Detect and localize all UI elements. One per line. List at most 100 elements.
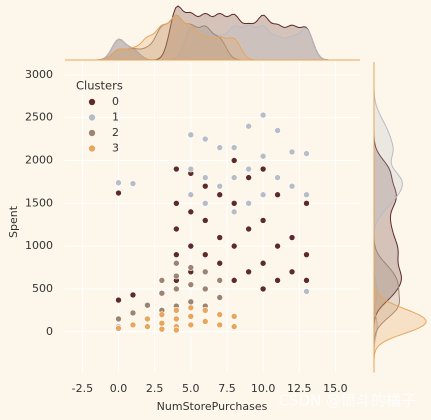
point [274,174,281,181]
x-tick-label: 12.5 [287,382,312,395]
point [158,325,166,333]
point [245,174,252,181]
point [245,225,252,233]
point [216,277,224,284]
point [115,325,122,332]
marginal-kde-y [373,62,403,372]
point [201,285,209,293]
point [303,191,310,199]
legend-label: 3 [112,142,119,155]
point [288,234,296,241]
point [230,313,238,320]
point [274,242,281,250]
marginal-kde-y [373,62,427,373]
y-tick-label: 3000 [25,68,53,81]
point [245,199,252,207]
legend-marker [88,144,96,153]
point [216,234,224,241]
point [187,242,195,250]
point [201,318,209,325]
point [129,291,137,299]
point [201,199,209,207]
point [230,144,238,151]
point [187,281,195,288]
x-tick-label: 0.0 [110,382,128,395]
legend-label: 0 [112,95,119,108]
point [115,296,122,304]
point [201,217,209,224]
point [245,122,252,130]
point [173,165,180,173]
point [230,323,238,330]
legend-marker [88,98,96,106]
point [158,277,166,284]
x-tick-label: 15.0 [323,382,348,395]
point [274,127,281,134]
x-tick-label: 7.5 [218,382,236,395]
point [230,174,238,181]
point [201,307,209,314]
point [144,301,151,309]
point [274,277,281,284]
point [144,315,151,323]
point [201,135,209,143]
point [129,180,137,187]
x-axis-label: NumStorePurchases [157,400,268,413]
y-tick-label: 1500 [25,196,53,209]
y-tick-label: 2500 [25,111,53,124]
point [274,191,281,199]
point [230,199,238,207]
point [259,285,267,293]
point [158,311,166,318]
point [230,157,238,164]
point [288,268,296,276]
point [216,191,224,199]
point [187,321,195,329]
point [216,311,224,318]
y-axis-label: Spent [7,205,20,238]
point [187,298,195,306]
point [187,208,195,216]
point [259,152,267,160]
point [187,165,195,173]
point [216,321,224,329]
point [158,319,166,327]
x-tick-label: -2.5 [72,382,93,395]
point [187,304,195,312]
point [173,251,180,258]
point [173,199,180,207]
y-tick-label: 1000 [25,239,53,252]
point [173,272,180,280]
point [158,289,166,297]
point [216,144,224,151]
point [259,191,267,199]
point [173,315,180,323]
point [303,199,310,207]
point [173,259,180,267]
y-tick-label: 2000 [25,153,53,166]
point [115,189,122,197]
point [230,277,238,284]
legend-marker [88,113,96,122]
point [173,326,180,334]
point [173,225,180,233]
legend-label: 1 [112,111,119,124]
legend-title: Clusters [76,79,123,93]
point [129,309,137,317]
y-tick-label: 0 [46,325,53,338]
x-tick-label: 10.0 [251,382,276,395]
point [288,182,296,190]
point [245,268,252,276]
point [173,307,180,314]
point [230,208,238,216]
point [259,259,267,267]
legend-label: 2 [112,126,119,139]
point [245,165,252,173]
point [115,179,122,187]
point [288,148,296,156]
point [201,268,209,276]
point [303,251,310,258]
point [303,277,310,284]
